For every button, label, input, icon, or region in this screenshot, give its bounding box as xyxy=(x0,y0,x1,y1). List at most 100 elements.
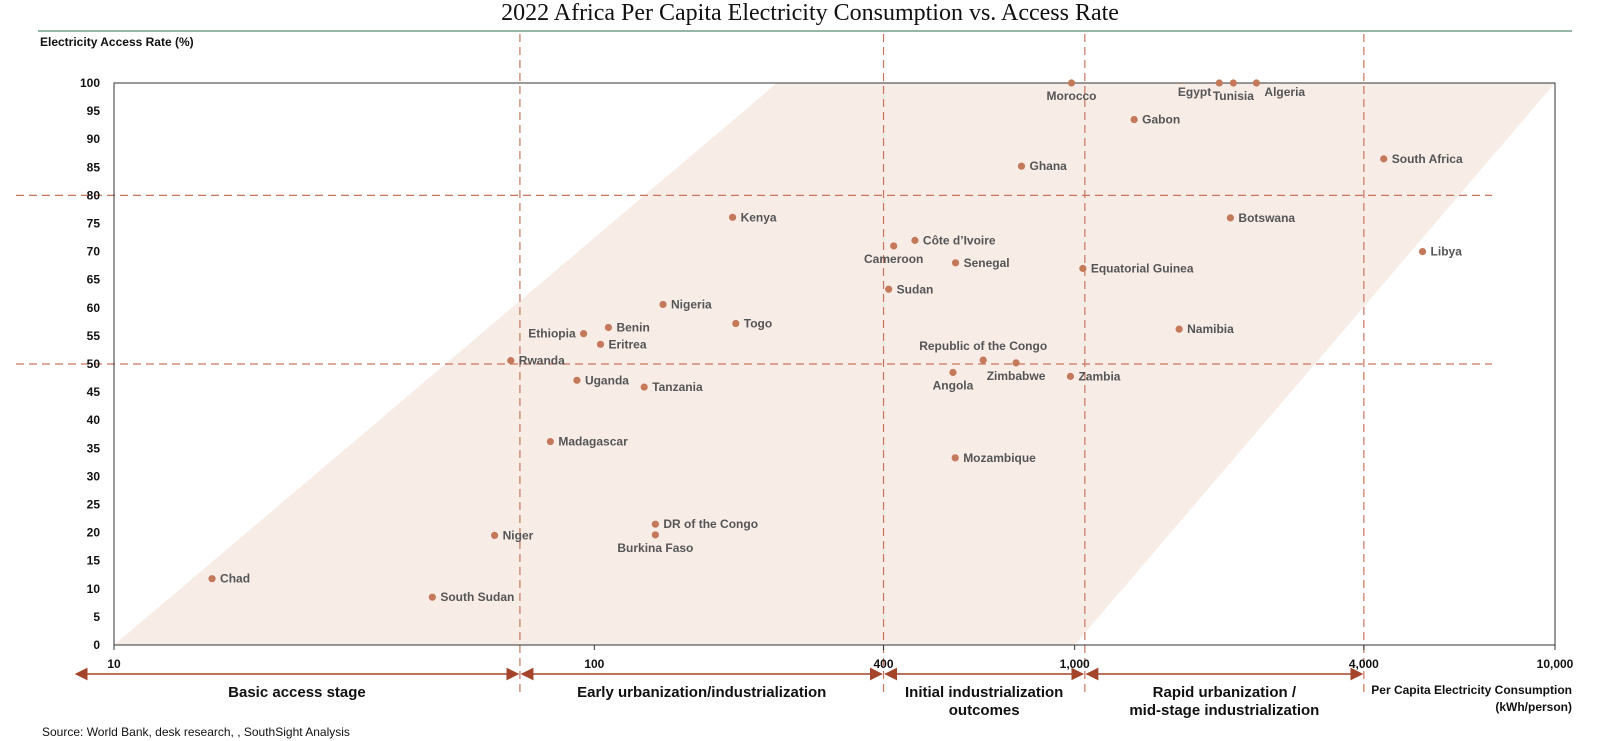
point-label: Uganda xyxy=(585,373,629,387)
y-tick-label: 5 xyxy=(93,610,100,624)
point-label: Madagascar xyxy=(558,435,628,449)
point-marker xyxy=(651,520,659,528)
y-tick-label: 60 xyxy=(87,301,101,315)
point-sudan: Sudan xyxy=(885,282,933,296)
point-marker xyxy=(507,357,515,365)
point-label: South Sudan xyxy=(440,590,514,604)
point-label: Zambia xyxy=(1078,369,1120,383)
point-label: DR of the Congo xyxy=(663,517,758,531)
y-tick-label: 80 xyxy=(87,188,101,202)
y-tick-label: 15 xyxy=(87,554,101,568)
y-axis-title: Electricity Access Rate (%) xyxy=(40,35,194,49)
point-togo: Togo xyxy=(732,317,772,331)
point-label: Mozambique xyxy=(963,451,1036,465)
plot-frame xyxy=(113,82,1556,646)
point-egypt: Egypt xyxy=(1178,79,1223,99)
point-south-africa: South Africa xyxy=(1380,152,1463,166)
point-marker xyxy=(951,454,959,462)
point-marker xyxy=(951,259,960,267)
point-marker xyxy=(596,340,605,348)
point-marker xyxy=(573,376,581,384)
point-ethiopia: Ethiopia xyxy=(528,327,588,341)
point-label: South Africa xyxy=(1392,152,1463,166)
y-tick-label: 50 xyxy=(87,357,101,371)
point-mozambique: Mozambique xyxy=(951,451,1036,465)
point-label: Tanzania xyxy=(652,380,703,394)
y-tick-label: 35 xyxy=(87,441,101,455)
point-c-te-d-ivoire: Côte d’Ivoire xyxy=(911,233,996,247)
point-benin: Benin xyxy=(604,320,650,334)
point-label: Republic of the Congo xyxy=(919,339,1047,353)
stage-label-4: Rapid urbanization / xyxy=(1153,684,1297,701)
point-marker xyxy=(1252,79,1261,87)
point-marker xyxy=(1012,359,1020,367)
point-label: Sudan xyxy=(897,282,934,296)
point-label: Nigeria xyxy=(671,297,712,311)
point-tanzania: Tanzania xyxy=(640,380,703,394)
point-gabon: Gabon xyxy=(1130,113,1180,127)
x-tick-label: 400 xyxy=(874,657,894,671)
x-tick-label: 100 xyxy=(584,657,604,671)
point-label: Côte d’Ivoire xyxy=(923,233,996,247)
point-south-sudan: South Sudan xyxy=(428,590,514,604)
point-marker xyxy=(1130,115,1138,124)
point-marker xyxy=(1215,79,1223,87)
point-zimbabwe: Zimbabwe xyxy=(987,359,1046,383)
point-marker xyxy=(1418,248,1427,256)
y-tick-label: 10 xyxy=(87,582,101,596)
y-tick-label: 40 xyxy=(87,413,101,427)
x-tick-label: 10 xyxy=(107,657,121,671)
guide-lines xyxy=(16,34,1492,696)
point-label: Benin xyxy=(616,320,649,334)
point-label: Ghana xyxy=(1029,159,1067,173)
point-kenya: Kenya xyxy=(728,210,777,224)
point-morocco: Morocco xyxy=(1047,79,1097,103)
point-marker xyxy=(1066,372,1075,380)
point-rwanda: Rwanda xyxy=(507,354,565,368)
point-marker xyxy=(604,323,613,332)
y-tick-label: 100 xyxy=(80,76,100,90)
stage-label-4: mid-stage industrialization xyxy=(1129,702,1319,719)
y-tick-label: 55 xyxy=(87,329,101,343)
point-label: Kenya xyxy=(741,210,777,224)
point-zambia: Zambia xyxy=(1066,369,1121,383)
y-tick-label: 70 xyxy=(87,245,101,259)
chart-title: 2022 Africa Per Capita Electricity Consu… xyxy=(501,0,1119,26)
point-label: Burkina Faso xyxy=(617,541,693,555)
point-label: Angola xyxy=(933,378,974,392)
point-label: Zimbabwe xyxy=(987,369,1046,383)
x-axis-title-line-2: (kWh/person) xyxy=(1495,700,1572,714)
point-label: Egypt xyxy=(1178,85,1211,99)
data-points: Chad South Sudan Niger Rwanda Madagascar Ugan… xyxy=(208,79,1463,604)
point-madagascar: Madagascar xyxy=(546,435,628,449)
point-marker xyxy=(1380,155,1388,163)
point-marker xyxy=(491,531,499,540)
point-cameroon: Cameroon xyxy=(864,242,923,266)
point-label: Morocco xyxy=(1047,89,1097,103)
point-marker xyxy=(911,236,919,244)
point-algeria: Algeria xyxy=(1252,79,1305,99)
point-eritrea: Eritrea xyxy=(596,337,647,351)
y-tick-label: 25 xyxy=(87,498,101,512)
point-label: Senegal xyxy=(964,256,1010,270)
stage-label-3: outcomes xyxy=(949,702,1020,719)
source-note: Source: World Bank, desk research, , Sou… xyxy=(42,725,350,739)
y-tick-label: 65 xyxy=(87,273,101,287)
point-nigeria: Nigeria xyxy=(659,297,712,311)
point-tunisia: Tunisia xyxy=(1213,79,1254,103)
point-marker xyxy=(949,368,957,377)
y-tick-label: 45 xyxy=(87,385,101,399)
point-label: Equatorial Guinea xyxy=(1091,261,1194,275)
point-chad: Chad xyxy=(208,572,250,586)
point-marker xyxy=(659,300,667,309)
point-label: Togo xyxy=(744,317,772,331)
point-marker xyxy=(1079,264,1087,273)
y-tick-label: 90 xyxy=(87,132,101,146)
point-label: Libya xyxy=(1431,245,1463,259)
y-tick-label: 30 xyxy=(87,469,101,483)
point-label: Rwanda xyxy=(519,354,565,368)
point-marker xyxy=(728,213,737,221)
point-label: Algeria xyxy=(1264,85,1305,99)
point-republic-of-the-congo: Republic of the Congo xyxy=(919,339,1047,364)
y-tick-label: 95 xyxy=(87,104,101,118)
